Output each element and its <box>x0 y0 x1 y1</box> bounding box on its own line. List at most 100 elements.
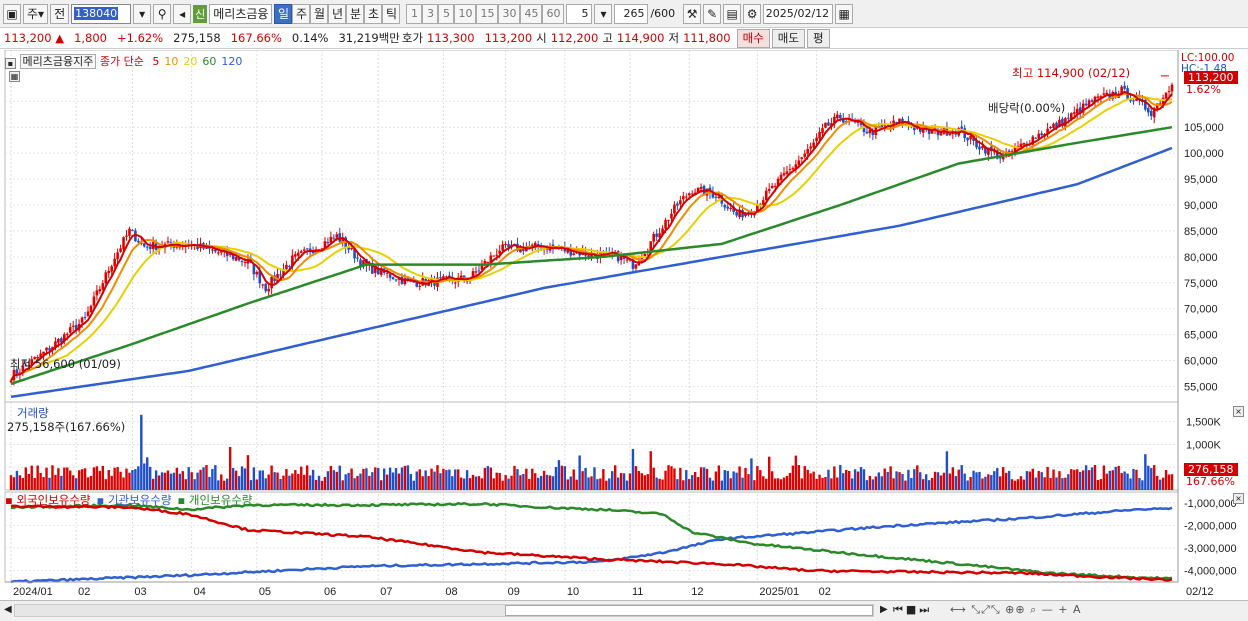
candle-body <box>841 118 845 123</box>
volume-bar <box>1126 473 1129 490</box>
candle-body <box>442 276 445 279</box>
speaker-icon[interactable]: ◂ <box>173 3 192 24</box>
volume-bar <box>682 480 685 490</box>
candle-body <box>119 248 122 252</box>
volume-bar <box>913 469 916 490</box>
volume-bar <box>1120 473 1123 490</box>
candle-body <box>619 255 623 261</box>
code-dropdown-icon[interactable]: ▾ <box>133 3 152 24</box>
candle-body <box>1147 108 1150 113</box>
volume-bar <box>30 465 33 490</box>
volume-bar <box>140 414 143 490</box>
interval-tab-60[interactable]: 60 <box>542 3 565 24</box>
candle-body <box>397 278 401 280</box>
scroll-track[interactable] <box>14 604 874 617</box>
interval-input[interactable]: 5 <box>566 3 593 24</box>
volume-bar <box>1040 472 1043 490</box>
period-tab-0[interactable]: 일 <box>274 3 293 24</box>
volume-bar <box>847 470 851 490</box>
holding-close-icon[interactable]: × <box>1233 493 1244 504</box>
period-tab-5[interactable]: 초 <box>364 3 383 24</box>
volume-bar <box>101 465 105 490</box>
candle-body <box>1164 92 1168 99</box>
volume-bar <box>116 467 119 490</box>
volume-bar <box>924 474 928 490</box>
candle-body <box>948 134 952 136</box>
volume-bar <box>738 466 741 490</box>
volume-bar <box>193 479 196 490</box>
volume-bar <box>782 477 786 490</box>
candle-body <box>1061 118 1064 127</box>
candle-body <box>895 122 898 124</box>
calendar-icon[interactable]: ▦ <box>835 3 854 24</box>
scroll-thumb[interactable] <box>505 605 873 616</box>
interval-tab-45[interactable]: 45 <box>520 3 543 24</box>
candle-body <box>39 353 42 358</box>
search-icon[interactable]: ⚲ <box>153 3 172 24</box>
playback-controls[interactable]: ⏮■⏭ <box>893 603 933 616</box>
save-icon[interactable]: ▤ <box>723 3 742 24</box>
candle-body <box>48 348 51 351</box>
stock-code-input[interactable]: 138040 <box>71 3 132 24</box>
chart-config-icon[interactable]: ▦ <box>9 71 20 82</box>
volume-bar <box>525 468 528 490</box>
candle-body <box>1078 107 1082 114</box>
zoom-tools[interactable]: ⟷ ⤡⤢⤡ ⊕⊕ ⌕ — + A <box>950 603 1082 616</box>
volume-bar <box>696 477 700 490</box>
draw-icon[interactable]: ✎ <box>703 3 722 24</box>
candle-body <box>217 252 220 254</box>
volume-bar <box>895 471 898 490</box>
window-icon[interactable]: ▣ <box>3 3 21 24</box>
volume-close-icon[interactable]: × <box>1233 406 1244 417</box>
candle-body <box>770 185 774 189</box>
interval-tab-1[interactable]: 1 <box>406 3 423 24</box>
volume-bar <box>984 476 987 490</box>
volume-bar <box>226 478 229 490</box>
volume-bar <box>554 467 558 490</box>
volume-bar <box>1043 477 1046 490</box>
avg-button[interactable]: 평 <box>806 28 830 48</box>
scroll-left-icon[interactable]: ◀ <box>4 604 12 615</box>
period-tab-4[interactable]: 분 <box>346 3 365 24</box>
prev-button[interactable]: 전 <box>50 3 70 24</box>
volume-bar <box>542 470 546 490</box>
candle-body <box>987 147 990 155</box>
interval-tab-10[interactable]: 10 <box>454 3 477 24</box>
gear-icon[interactable]: ⚙ <box>743 3 762 24</box>
interval-tab-30[interactable]: 30 <box>498 3 521 24</box>
candle-body <box>471 271 475 280</box>
volume-bar <box>273 472 276 490</box>
tools-icon[interactable]: ⚒ <box>683 3 702 24</box>
period-tab-2[interactable]: 월 <box>310 3 329 24</box>
settings-icon[interactable]: ▪ <box>5 58 16 69</box>
period-tab-3[interactable]: 년 <box>328 3 347 24</box>
market-select[interactable]: 주 ▾ <box>23 3 49 24</box>
count-input[interactable]: 265 <box>614 3 649 24</box>
candle-body <box>335 234 339 238</box>
x-tick-label: 12 <box>691 586 703 598</box>
period-tab-1[interactable]: 주 <box>292 3 311 24</box>
interval-dropdown-icon[interactable]: ▾ <box>594 3 613 24</box>
ma-list: 5 10 20 60 120 <box>147 55 242 68</box>
volume-bar <box>557 460 561 490</box>
volume-bar <box>842 473 845 490</box>
scroll-right-icon[interactable]: ▶ <box>880 604 888 615</box>
period-tab-6[interactable]: 틱 <box>382 3 401 24</box>
sell-button[interactable]: 매도 <box>771 28 805 48</box>
volume-bar <box>113 467 116 490</box>
interval-tab-3[interactable]: 3 <box>422 3 439 24</box>
interval-tab-5[interactable]: 5 <box>438 3 455 24</box>
volume-bar <box>699 467 703 490</box>
volume-bar <box>267 474 270 490</box>
volume-bar <box>1087 470 1091 490</box>
candle-body <box>439 276 442 278</box>
interval-tab-15[interactable]: 15 <box>476 3 499 24</box>
volume-bar <box>184 479 187 490</box>
date-input[interactable]: 2025/02/12 <box>763 3 834 24</box>
buy-button[interactable]: 매수 <box>736 28 770 48</box>
y-tick-label: 70,000 <box>1184 304 1218 316</box>
candle-body <box>68 327 72 333</box>
candle-body <box>107 270 111 274</box>
candle-body <box>311 251 315 254</box>
stock-chart[interactable]: 2024/01 02 03 04 05 06 07 08 09 10 11 12 2025/01 02 02… <box>0 50 1248 600</box>
